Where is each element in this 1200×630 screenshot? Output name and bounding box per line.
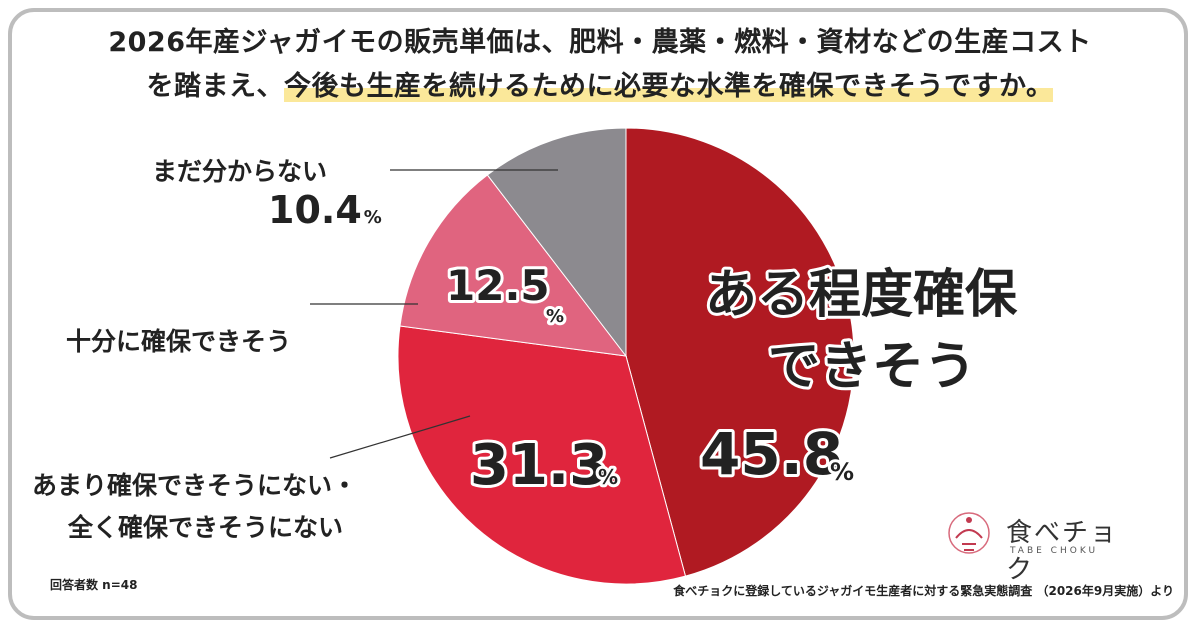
source-note: 食べチョクに登録しているジャガイモ生産者に対する緊急実態調査 （2026年9月実… — [673, 584, 1174, 598]
slice-secure-enough — [399, 174, 628, 357]
slice-secure-somewhat — [625, 127, 855, 577]
pct-unknown-unit: % — [363, 207, 382, 228]
logo-sub: TABE CHOKU — [1010, 546, 1099, 556]
sample-size: 回答者数 n=48 — [50, 578, 138, 592]
leader-line — [329, 415, 471, 459]
slice-value-secure-enough: 12.5 — [446, 261, 550, 310]
tabechoku-logo: 食べチョク TABE CHOKU — [944, 508, 1144, 585]
chart-title-line1: 2026年産ジャガイモの販売単価は、肥料・農薬・燃料・資材などの生産コスト — [108, 27, 1092, 58]
slice-unit-secure-enough: % — [546, 306, 564, 327]
logo-name: 食べチョク — [1006, 518, 1119, 585]
label-enough: 十分に確保できそう — [66, 327, 292, 356]
label-unknown: まだ分からない — [152, 157, 328, 186]
slice-unit-secure-somewhat: % — [830, 458, 854, 486]
slice-value-secure-somewhat: 45.8 — [700, 420, 843, 488]
slice-label-secure-somewhat-line2: できそう — [768, 337, 976, 397]
slice-unit-not-secure: % — [598, 465, 618, 489]
slice-label-secure-somewhat-line1: ある程度確保 — [705, 265, 1018, 325]
slice-not-secure — [397, 325, 687, 585]
pct-unknown-value: 10.4 — [268, 188, 362, 232]
chart-title-line2: を踏まえ、今後も生産を続けるために必要な水準を確保できそうですか。 — [0, 64, 1200, 103]
pct-unknown: 10.4% — [268, 188, 382, 232]
slice-value-not-secure: 31.3 — [470, 433, 608, 498]
chart-title-highlight: 今後も生産を続けるために必要な水準を確保できそうですか。 — [284, 71, 1054, 102]
logo-mark-icon — [948, 512, 990, 554]
label-not-enough-line1: あまり確保できそうにない・ — [32, 471, 358, 500]
chart-title-prefix: を踏まえ、 — [146, 71, 285, 102]
label-not-enough-line2: 全く確保できそうにない — [68, 513, 344, 542]
